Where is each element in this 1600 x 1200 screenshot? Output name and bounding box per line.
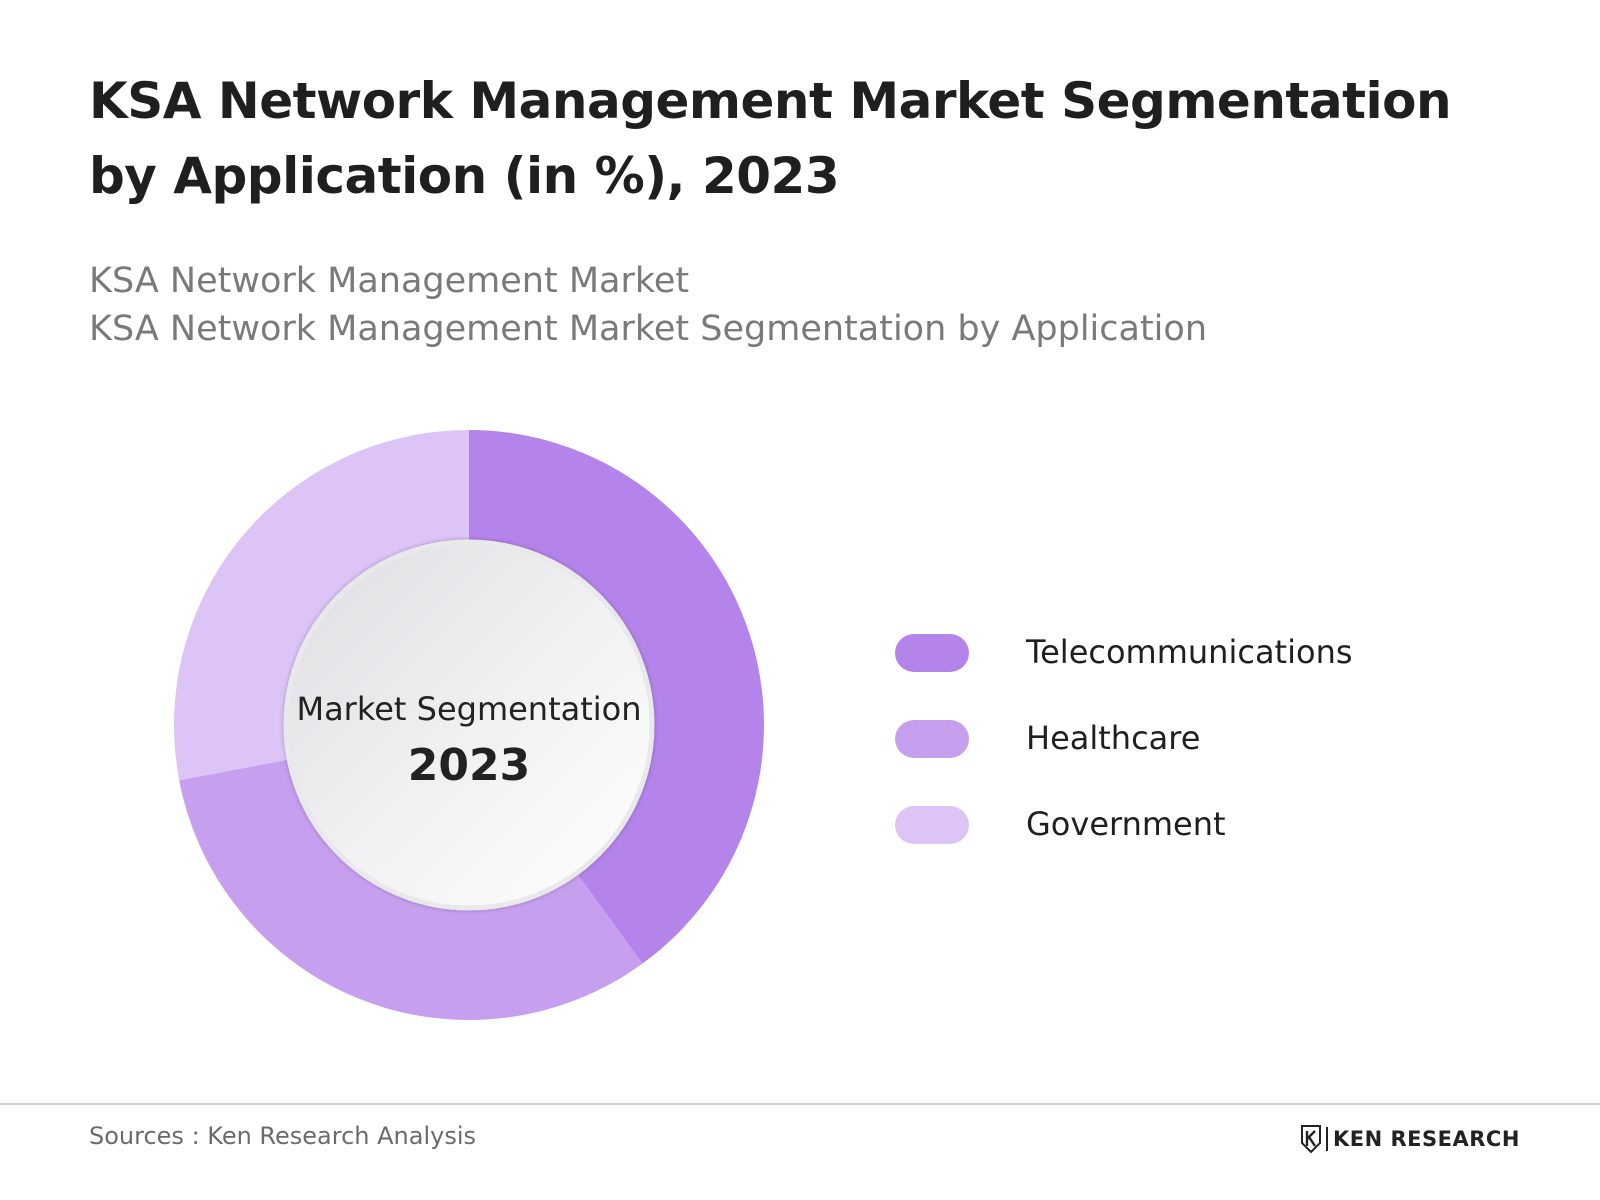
logo-separator [1326, 1127, 1328, 1151]
legend-label: Healthcare [1026, 719, 1201, 757]
center-value: 2023 [408, 740, 530, 791]
legend-swatch [895, 806, 969, 844]
legend-swatch [895, 720, 969, 758]
slice-government [173, 430, 469, 781]
donut-chart: Market Segmentation 2023 [173, 430, 765, 1020]
legend-label: Telecommunications [1026, 633, 1353, 671]
chart-subtitle-2: KSA Network Management Market Segmentati… [89, 309, 1208, 349]
chart-subtitle-1: KSA Network Management Market [89, 261, 690, 301]
center-label: Market Segmentation [296, 690, 641, 728]
footer-divider [0, 1103, 1600, 1105]
legend-swatch [895, 634, 969, 672]
logo-text: KEN RESEARCH [1333, 1127, 1520, 1151]
logo-k-icon [1301, 1125, 1321, 1153]
donut-center [283, 539, 655, 911]
source-note: Sources : Ken Research Analysis [89, 1122, 477, 1150]
legend-label: Government [1026, 805, 1226, 843]
chart-title: KSA Network Management Market Segmentati… [89, 72, 1452, 205]
ken-research-logo: KEN RESEARCH [1300, 1125, 1520, 1153]
